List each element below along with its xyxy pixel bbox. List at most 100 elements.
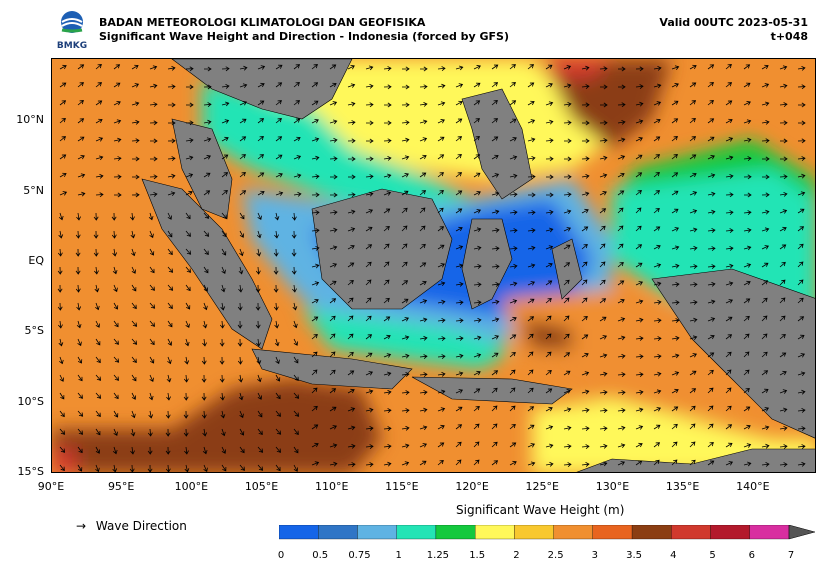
wave-arrow (671, 371, 680, 376)
wave-arrow (365, 226, 373, 232)
wave-arrow (581, 261, 588, 268)
wave-arrow (149, 248, 155, 256)
wave-arrow (95, 64, 102, 70)
wave-arrow (581, 389, 590, 395)
colorbar-title: Significant Wave Height (m) (456, 503, 625, 517)
wave-arrow (147, 428, 153, 437)
wave-arrow (527, 137, 536, 143)
wave-arrow (455, 389, 464, 394)
wave-arrow (473, 335, 482, 341)
colorbar-swatch (357, 525, 397, 540)
wave-arrow (617, 119, 626, 125)
wave-arrow (581, 102, 590, 108)
wave-arrow (779, 65, 788, 70)
wave-arrow (455, 118, 463, 124)
wave-arrow (401, 137, 410, 143)
wave-arrow (95, 356, 101, 364)
wave-arrow (491, 227, 500, 233)
wave-arrow (761, 101, 770, 107)
wave-arrow (311, 461, 320, 466)
wave-arrow (797, 426, 806, 432)
wave-arrow (563, 101, 572, 107)
wave-arrow (347, 279, 354, 286)
land-borneo (311, 188, 453, 310)
wave-arrow (761, 209, 770, 215)
wave-arrow (275, 464, 281, 472)
wave-arrow (257, 100, 265, 106)
wave-arrow (581, 297, 588, 304)
wave-arrow (221, 266, 226, 275)
wave-arrow (291, 248, 297, 257)
wave-arrow (761, 227, 770, 233)
wave-arrow (491, 441, 498, 448)
wave-arrow (653, 407, 661, 412)
wave-arrow (635, 119, 644, 124)
wave-arrow (491, 209, 500, 215)
wave-arrow (203, 284, 209, 292)
wave-arrow (131, 101, 140, 107)
wave-arrow (239, 190, 247, 196)
wave-arrow (293, 374, 299, 382)
wave-arrow (238, 266, 244, 275)
wave-arrow (59, 392, 65, 400)
wave-arrow (275, 374, 281, 382)
wave-arrow (401, 207, 408, 214)
wave-arrow (183, 374, 189, 383)
wave-arrow (563, 83, 572, 89)
wave-arrow (671, 227, 680, 232)
y-tick-label: 5°S (24, 324, 44, 338)
wave-arrow (167, 191, 176, 197)
wave-arrow (167, 156, 176, 162)
wave-arrow (743, 64, 751, 70)
wave-arrow (473, 100, 481, 106)
wave-arrow (95, 155, 104, 161)
wave-arrow (131, 174, 140, 180)
wave-arrow (365, 389, 374, 395)
wave-arrow (365, 174, 374, 180)
wave-arrow (401, 280, 409, 286)
wave-arrow (95, 118, 103, 124)
wave-arrow (185, 190, 193, 196)
wave-arrow (166, 392, 171, 401)
wave-arrow (167, 230, 173, 238)
wave-arrow (527, 351, 534, 358)
wave-arrow (617, 461, 625, 466)
wave-arrow (527, 387, 534, 394)
wave-arrow (131, 392, 137, 400)
wave-arrow (59, 428, 66, 435)
wave-arrow (274, 230, 279, 239)
wave-arrow (401, 84, 410, 90)
wave-arrow (77, 446, 83, 454)
wave-arrow (329, 119, 338, 125)
x-tick-label: 110°E (314, 480, 349, 493)
wave-arrow (221, 464, 227, 472)
wave-arrow (689, 209, 698, 214)
wave-arrow (509, 118, 517, 124)
wave-arrow (95, 320, 101, 328)
wave-arrow (455, 263, 464, 269)
wave-arrow (599, 84, 608, 90)
wave-arrow (617, 225, 624, 232)
colorbar-swatch (435, 525, 476, 540)
wave-arrow (347, 333, 354, 340)
wave-arrow (545, 227, 554, 233)
wave-arrow (545, 64, 553, 70)
wave-arrow (527, 210, 536, 216)
wave-arrow (347, 174, 356, 180)
wave-arrow (419, 335, 428, 341)
wave-arrow (149, 65, 158, 70)
wave-arrow (419, 172, 427, 178)
wave-arrow (221, 446, 227, 454)
colorbar-tick-label: 1.5 (469, 550, 486, 561)
wave-arrow (509, 316, 517, 322)
wave-arrow (491, 335, 500, 340)
wave-arrow (653, 207, 660, 214)
wave-arrow (689, 317, 698, 323)
wave-arrow (617, 443, 626, 449)
wave-arrow (130, 428, 136, 437)
wave-arrow (275, 356, 280, 365)
x-tick-label: 140°E (736, 480, 770, 493)
y-tick-label: 10°N (16, 113, 44, 127)
wave-arrow (257, 82, 265, 88)
wave-arrow (779, 407, 788, 413)
